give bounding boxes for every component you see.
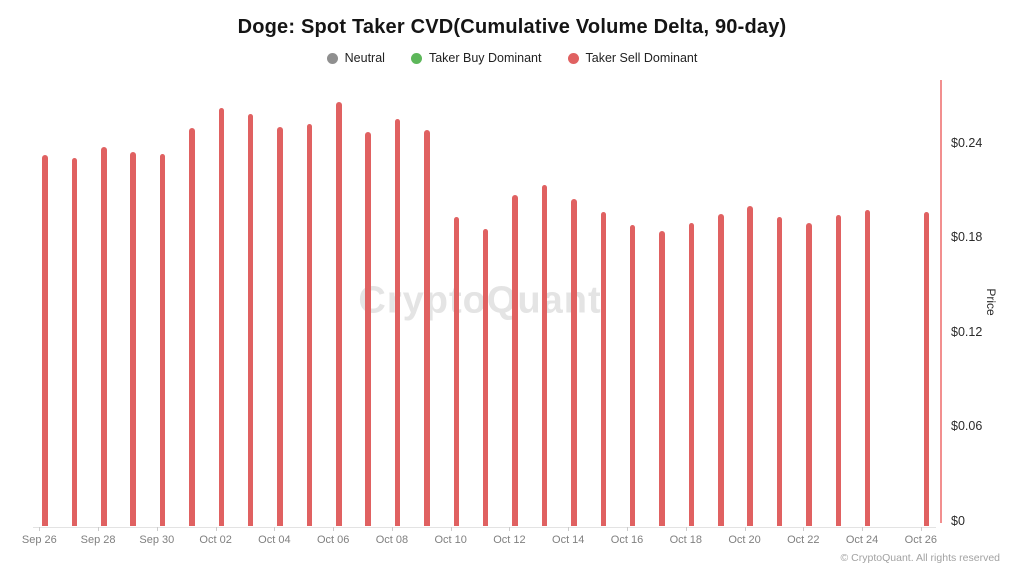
x-axis-tick [450,527,452,531]
y-axis-label: $0.24 [951,135,983,150]
x-axis-label: Sep 30 [139,534,175,546]
bar-oct-15 [600,211,607,526]
bar-sep-29 [130,152,136,526]
bar-oct-20 [747,205,753,526]
x-axis-tick [685,527,687,531]
bar-oct-26 [923,211,930,526]
x-axis-label: Oct 04 [258,534,291,546]
bar-oct-03 [247,114,254,526]
y-axis-label: $0.12 [951,324,983,339]
x-axis-tick [920,527,922,531]
legend-dot-icon [567,52,579,64]
bar-oct-12 [512,194,518,526]
bar-oct-14 [571,199,577,526]
bar-oct-16 [629,224,636,526]
x-axis-tick [627,527,628,531]
bar-oct-09 [424,129,430,526]
copyright-text: © CryptoQuant. All rights reserved [840,552,1000,564]
x-axis-label: Oct 26 [904,534,938,546]
y-axis-label: $0.06 [951,419,983,434]
bar-oct-07 [365,131,371,526]
bar-oct-06 [336,101,342,526]
bar-oct-08 [394,118,401,526]
bar-oct-04 [277,126,283,526]
bar-sep-26 [42,155,48,526]
legend-item-neutral[interactable]: Neutral [326,51,385,65]
x-axis-label: Sep 28 [80,534,116,546]
x-axis-tick [333,527,335,531]
x-axis-label: Oct 08 [375,534,409,546]
x-axis-label: Sep 26 [21,534,57,546]
legend-dot-icon [410,52,422,64]
bar-oct-01 [189,128,195,526]
x-axis-label: Oct 06 [316,534,350,546]
x-axis-tick [862,527,864,531]
y-axis-label: $0 [951,514,965,528]
legend-item-label: Taker Buy Dominant [428,51,542,65]
legend-item-taker-buy-dominant[interactable]: Taker Buy Dominant [410,51,542,65]
legend-item-taker-sell-dominant[interactable]: Taker Sell Dominant [567,51,698,65]
legend: Neutral Taker Buy Dominant Taker Sell Domi… [0,49,1024,67]
x-axis-label: Oct 20 [728,534,761,546]
legend-item-label: Neutral [344,51,385,65]
x-axis-label: Oct 22 [787,534,820,546]
bar-oct-19 [718,213,724,526]
x-axis-tick [509,527,511,531]
x-axis-tick [391,527,393,531]
bar-sep-30 [159,153,166,526]
x-axis-label: Oct 18 [669,534,702,546]
bar-oct-02 [218,107,225,526]
x-axis-label: Oct 02 [199,534,232,546]
x-axis-tick [215,527,217,531]
x-axis-tick [744,527,746,531]
bar-oct-23 [835,215,842,526]
y-axis-label: $0.18 [951,230,983,245]
bar-oct-24 [864,210,871,526]
x-axis-tick [274,527,276,531]
x-axis-line [33,527,936,528]
bar-oct-21 [776,216,783,526]
chart-title: Doge: Spot Taker CVD(Cumulative Volume D… [237,16,787,38]
x-axis-label: Oct 10 [434,534,467,546]
x-axis-label: Oct 12 [493,534,526,546]
x-axis-label: Oct 24 [845,534,879,546]
x-axis-label: Oct 16 [610,534,644,546]
x-axis-tick [568,527,570,531]
bar-oct-22 [806,223,812,526]
x-axis-tick [156,527,158,531]
x-axis-tick [803,527,805,531]
right-price-axis-line [940,80,942,523]
x-axis-tick [98,527,100,531]
bar-oct-13 [541,185,548,526]
bar-oct-05 [306,123,313,526]
x-axis-tick [39,527,41,531]
bar-sep-28 [101,147,107,526]
x-axis-label: Oct 14 [552,534,585,546]
bar-oct-11 [482,229,489,526]
legend-item-label: Taker Sell Dominant [585,51,698,65]
legend-dot-icon [326,52,338,64]
bar-oct-10 [453,216,460,526]
price-axis-title: Price [984,288,998,316]
bar-oct-18 [688,223,695,526]
bar-oct-17 [659,230,665,526]
bar-sep-27 [71,158,78,526]
